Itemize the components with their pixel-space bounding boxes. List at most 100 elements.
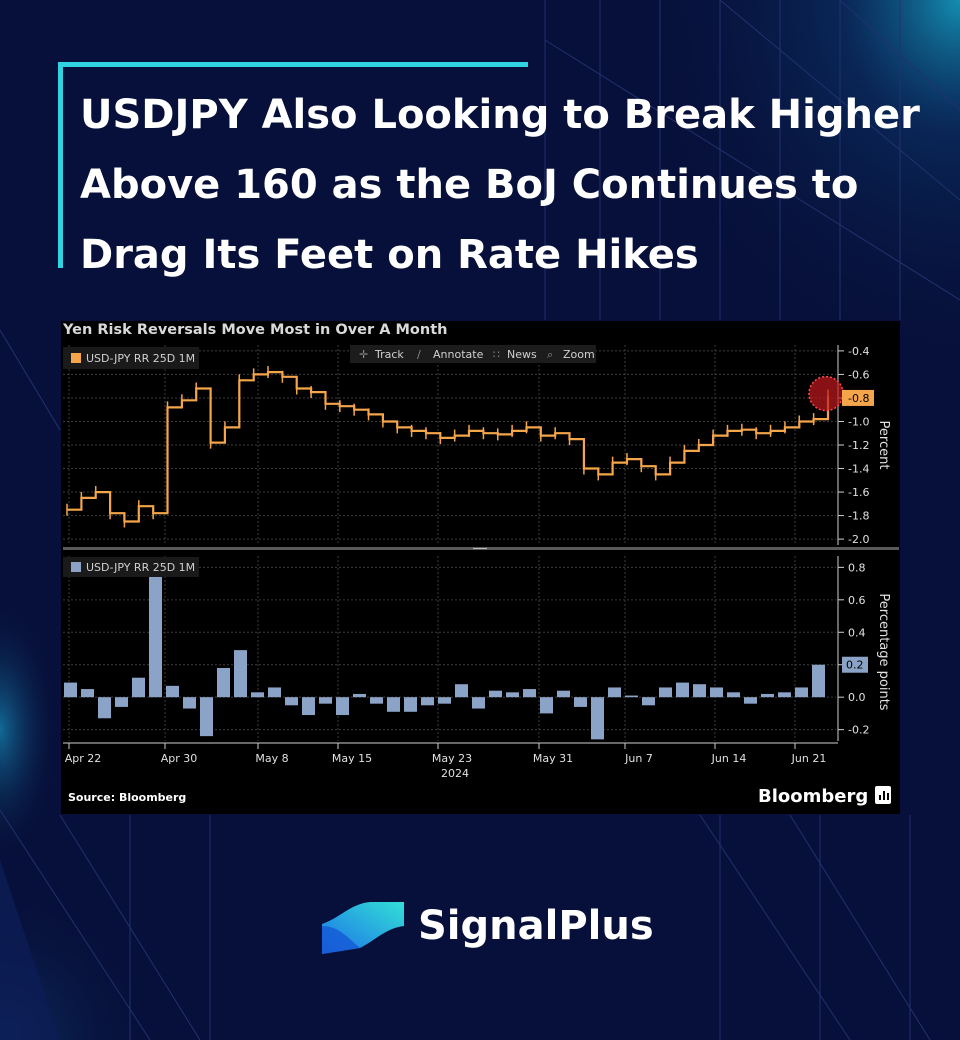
bloomberg-logo: Bloomberg [758, 786, 868, 807]
bar [200, 697, 213, 737]
y-tick-label-top: -2.0 [848, 533, 869, 546]
bar [591, 697, 604, 740]
bar [455, 684, 468, 698]
news-icon: ∷ [493, 348, 500, 361]
y-tick-label-top: -0.6 [848, 368, 869, 381]
bar [149, 565, 162, 698]
bar [506, 692, 519, 698]
bar [268, 687, 281, 698]
bar [472, 697, 485, 709]
bar [404, 697, 417, 712]
y-tick-label-bottom: 0.8 [848, 561, 866, 574]
zoom-button[interactable]: Zoom [563, 348, 595, 361]
bar [693, 684, 706, 698]
x-tick-label: May 15 [332, 752, 372, 765]
bloomberg-icon-bar [883, 791, 885, 800]
bar [370, 697, 383, 704]
news-button[interactable]: News [507, 348, 537, 361]
bar [183, 697, 196, 709]
bar [489, 690, 502, 698]
bar [81, 689, 94, 698]
bar [727, 692, 740, 698]
bar [336, 697, 349, 716]
y-axis-label-bottom: Percentage points [876, 593, 891, 710]
bar [812, 664, 825, 698]
legend-box-top [63, 347, 199, 369]
y-tick-label-bottom: -0.2 [848, 724, 869, 737]
toolbar [350, 345, 596, 363]
y-tick-label-bottom: 0.0 [848, 691, 866, 704]
last-value-label-top: -0.8 [848, 392, 869, 405]
y-tick-label-top: -1.2 [848, 439, 869, 452]
y-tick-label-top: -1.8 [848, 510, 869, 523]
last-value-badge-bottom [842, 656, 868, 673]
bar [438, 697, 451, 704]
bar [353, 693, 366, 698]
headline-line-1: USDJPY Also Looking to Break Higher [80, 92, 920, 138]
track-icon: ✛ [359, 348, 368, 361]
bar [132, 677, 145, 698]
bar [523, 689, 536, 698]
x-year-label: 2024 [441, 767, 469, 780]
bar [659, 687, 672, 698]
legend-label-top: USD-JPY RR 25D 1M [86, 352, 195, 365]
annotate-icon: ∕ [417, 348, 421, 361]
signalplus-logo-icon [322, 902, 404, 954]
x-tick-label: Jun 14 [711, 752, 747, 765]
bar [625, 695, 638, 698]
y-tick-label-bottom: 0.6 [848, 594, 866, 607]
bar [778, 692, 791, 698]
legend-label-bottom: USD-JPY RR 25D 1M [86, 561, 195, 574]
legend-box-bottom [63, 557, 199, 577]
x-tick-label: May 31 [533, 752, 573, 765]
x-tick-label: Apr 30 [161, 752, 198, 765]
bar [319, 697, 332, 704]
headline: USDJPY Also Looking to Break Higher Abov… [80, 80, 940, 290]
annotate-button[interactable]: Annotate [433, 348, 484, 361]
bar [251, 692, 264, 698]
last-value-badge-top [842, 389, 874, 406]
bar [64, 682, 77, 698]
bar [676, 682, 689, 698]
y-tick-label-top: -0.4 [848, 345, 869, 358]
bar [557, 690, 570, 698]
x-tick-label: May 8 [255, 752, 288, 765]
source-label: Source: Bloomberg [68, 791, 186, 804]
chart-svg: -0.4-0.6-0.8-1.0-1.2-1.4-1.6-1.8-2.0-0.8… [63, 345, 899, 807]
x-tick-label: Jun 7 [624, 752, 653, 765]
brand-name: SignalPlus [418, 903, 654, 949]
bar [115, 697, 128, 707]
x-tick-label: Apr 22 [65, 752, 102, 765]
chart-title: Yen Risk Reversals Move Most in Over A M… [63, 322, 448, 338]
legend-swatch-bottom [71, 562, 81, 572]
last-value-label-bottom: 0.2 [846, 659, 864, 672]
bar [217, 667, 230, 698]
y-axis-label-top: Percent [876, 421, 891, 470]
headline-line-3: Drag Its Feet on Rate Hikes [80, 232, 699, 278]
bar [744, 697, 757, 704]
y-tick-label-top: -1.4 [848, 463, 869, 476]
bloomberg-icon-bar [879, 795, 881, 800]
y-tick-label-top: -1.0 [848, 415, 869, 428]
bar [608, 687, 621, 698]
bar [234, 650, 247, 698]
bar [795, 687, 808, 698]
accent-bar-top [58, 62, 528, 67]
zoom-icon: ⌕ [547, 348, 553, 361]
bloomberg-icon-bar [887, 793, 889, 800]
bar [285, 697, 298, 706]
x-tick-label: May 23 [432, 752, 472, 765]
highlight-circle [808, 375, 844, 412]
legend-swatch-top [71, 353, 81, 363]
track-button[interactable]: Track [374, 348, 404, 361]
x-tick-label: Jun 21 [791, 752, 827, 765]
bar [540, 697, 553, 714]
bar [761, 693, 774, 698]
bar [574, 697, 587, 707]
bar [98, 697, 111, 719]
bar [421, 697, 434, 706]
headline-line-2: Above 160 as the BoJ Continues to [80, 162, 859, 208]
y-tick-label-top: -1.6 [848, 486, 869, 499]
y-tick-label-bottom: 0.4 [848, 626, 866, 639]
bar [166, 685, 179, 698]
